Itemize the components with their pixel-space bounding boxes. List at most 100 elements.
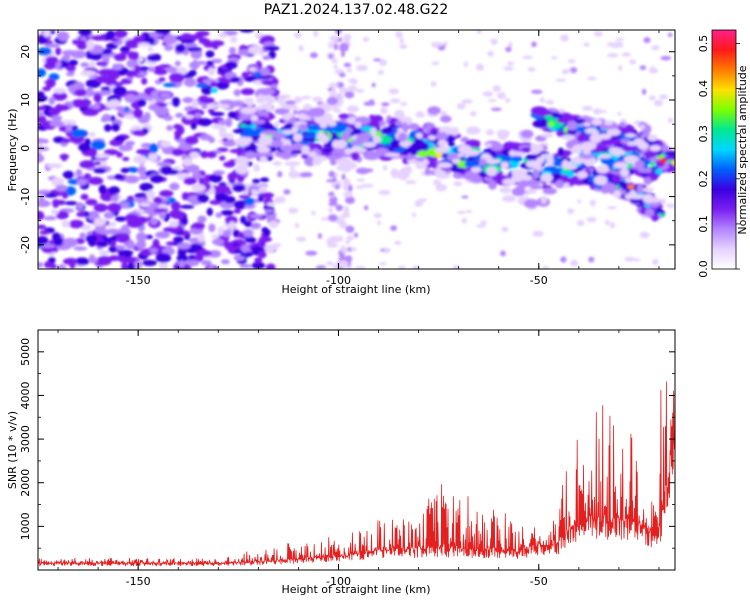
- heatmap-cell: [207, 67, 215, 76]
- heatmap-cell: [272, 243, 282, 247]
- colorbar: 0.0 0.1 0.2 0.3 0.4 0.5 Normalized spectral a…: [697, 29, 749, 278]
- heatmap-cell: [290, 166, 295, 172]
- heatmap-cell: [551, 56, 558, 60]
- heatmap-cell: [190, 49, 203, 60]
- heatmap-cell: [424, 124, 432, 134]
- heatmap-cell: [88, 254, 96, 264]
- heatmap-cell: [274, 108, 289, 115]
- heatmap-cell: [356, 134, 367, 143]
- heatmap-cell: [511, 174, 523, 183]
- heatmap-cell: [542, 187, 557, 195]
- heatmap-cell: [205, 50, 215, 58]
- heatmap-cell: [225, 215, 238, 225]
- heatmap-cell: [648, 95, 656, 101]
- heatmap-cell: [253, 163, 260, 172]
- heatmap-cell: [241, 71, 249, 79]
- heatmap-cell: [209, 173, 223, 183]
- heatmap-cell: [404, 165, 413, 175]
- heatmap-cell: [112, 64, 123, 71]
- heatmap-cell: [107, 202, 122, 213]
- heatmap-cell: [570, 259, 579, 267]
- heatmap-cell: [563, 182, 570, 189]
- heatmap-cell: [555, 179, 564, 189]
- heatmap-cell: [461, 99, 473, 104]
- heatmap-cell: [166, 125, 174, 131]
- heatmap-cell: [122, 156, 130, 162]
- heatmap-cell: [609, 147, 622, 153]
- heatmap-cell: [561, 134, 575, 140]
- heatmap-cell: [667, 117, 674, 123]
- heatmap-cell: [293, 133, 303, 143]
- heatmap-cell: [44, 261, 53, 269]
- heatmap-cell: [355, 185, 365, 189]
- heatmap-cell: [183, 77, 197, 87]
- heatmap-cell: [297, 113, 307, 120]
- heatmap-cell: [159, 140, 172, 148]
- heatmap-cell: [222, 229, 232, 238]
- heatmap-cell: [533, 109, 552, 117]
- heatmap-cell: [293, 110, 298, 115]
- heatmap-cell: [133, 197, 148, 203]
- heatmap-cell: [589, 199, 597, 207]
- heatmap-cell: [571, 145, 583, 154]
- heatmap-cell: [124, 175, 140, 184]
- heatmap-cell: [305, 250, 318, 256]
- heatmap-cell: [240, 107, 256, 115]
- heatmap-cell: [210, 87, 218, 93]
- colorbar-tick-label: 0.1: [697, 215, 710, 233]
- heatmap-cell: [310, 107, 326, 117]
- heatmap-cell: [132, 129, 145, 136]
- heatmap-cell: [371, 82, 376, 88]
- heatmap-cell: [427, 135, 436, 141]
- heatmap-cell: [581, 141, 597, 151]
- heatmap-cell: [606, 42, 616, 47]
- heatmap-cell: [108, 186, 120, 195]
- heatmap-cell: [110, 196, 119, 202]
- heatmap-cell: [464, 172, 481, 181]
- heatmap-cell: [476, 63, 483, 70]
- heatmap-cell: [294, 32, 302, 39]
- heatmap-cell: [209, 111, 225, 117]
- heatmap-cell: [639, 65, 647, 71]
- heatmap-cell: [532, 168, 540, 179]
- heatmap-cell: [341, 246, 348, 254]
- heatmap-cell: [395, 31, 403, 38]
- heatmap-cell: [382, 164, 388, 171]
- heatmap-cell: [540, 195, 547, 204]
- heatmap-cell: [103, 149, 119, 156]
- heatmap-cell: [597, 110, 607, 113]
- heatmap-cell: [629, 194, 646, 200]
- heatmap-cell: [155, 252, 172, 263]
- heatmap-cell: [288, 170, 301, 179]
- heatmap-cell: [74, 89, 89, 97]
- heatmap-cell: [222, 140, 236, 147]
- heatmap-cell: [232, 184, 246, 192]
- heatmap-cell: [573, 118, 586, 124]
- heatmap-cell: [461, 217, 467, 224]
- heatmap-cell: [298, 45, 304, 52]
- heatmap-cell: [118, 144, 133, 152]
- heatmap-cell: [207, 265, 215, 269]
- heatmap-cell: [171, 97, 181, 107]
- bottom-axes: -150 -100 -50 1000 2000 3000 4000 5000: [19, 329, 675, 588]
- heatmap-cell: [219, 155, 226, 161]
- heatmap-cell: [277, 171, 283, 178]
- heatmap-cell: [320, 113, 333, 124]
- heatmap-cell: [488, 99, 497, 103]
- heatmap-cell: [411, 212, 417, 217]
- heatmap-cell: [190, 121, 197, 130]
- heatmap-cell: [115, 233, 130, 243]
- heatmap-cell: [313, 30, 319, 38]
- figure-title: PAZ1.2024.137.02.48.G22: [264, 2, 449, 18]
- heatmap-cell: [270, 84, 278, 89]
- heatmap-cell: [220, 259, 230, 265]
- snr-series-line: [38, 381, 675, 567]
- heatmap-cell: [329, 196, 338, 204]
- heatmap-cell: [246, 136, 253, 144]
- heatmap-cell: [80, 62, 90, 68]
- heatmap-cell: [560, 256, 567, 263]
- heatmap-cell: [86, 40, 95, 51]
- heatmap-cell: [109, 240, 117, 247]
- heatmap-cell: [301, 145, 310, 155]
